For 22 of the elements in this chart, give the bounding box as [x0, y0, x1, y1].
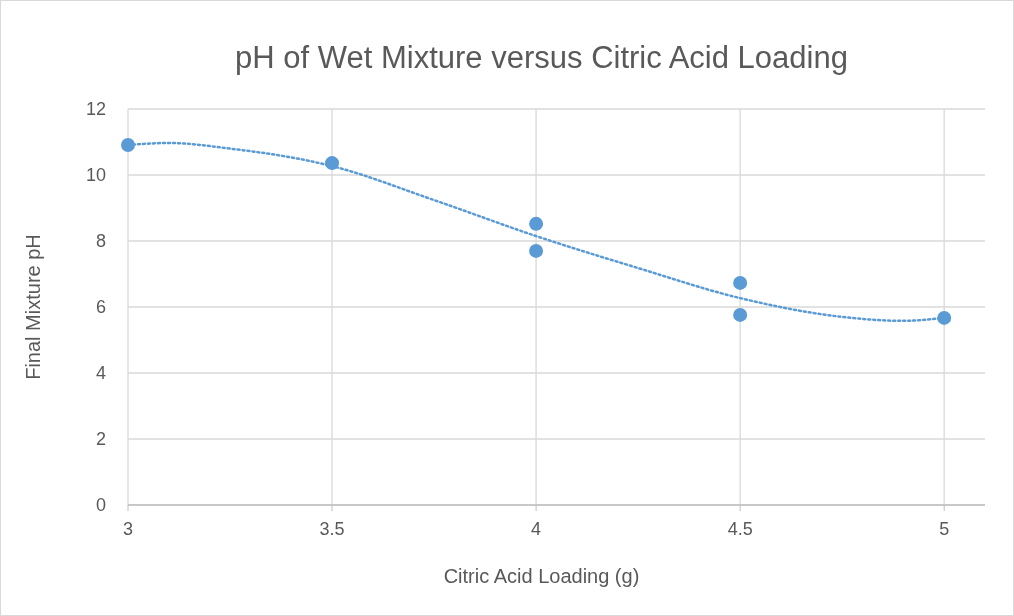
- x-tick-label: 4: [531, 519, 542, 539]
- point: [733, 307, 748, 322]
- x-tick-label: 3: [122, 519, 134, 539]
- x-tick-label: 3.5: [319, 519, 345, 539]
- point: [937, 310, 952, 325]
- y-tick-label: 8: [95, 231, 106, 251]
- y-tick-label: 6: [95, 297, 106, 317]
- y-tick-label: 10: [85, 165, 106, 185]
- y-tick-label: 0: [95, 495, 106, 515]
- y-tick-label: 2: [95, 429, 106, 449]
- x-tick-label: 4.5: [727, 519, 753, 539]
- y-tick-label: 12: [85, 99, 106, 119]
- y-axis-title: Final Mixture pH: [22, 234, 44, 380]
- x-axis-title: Citric Acid Loading (g): [443, 565, 640, 587]
- x-tick-label: 5: [939, 519, 950, 539]
- point: [529, 243, 544, 258]
- point: [529, 216, 544, 231]
- point: [325, 156, 340, 171]
- chart-title: pH of Wet Mixture versus Citric Acid Loading: [235, 40, 848, 75]
- point: [733, 275, 748, 290]
- point: [121, 137, 135, 152]
- y-tick-label: 4: [95, 363, 106, 383]
